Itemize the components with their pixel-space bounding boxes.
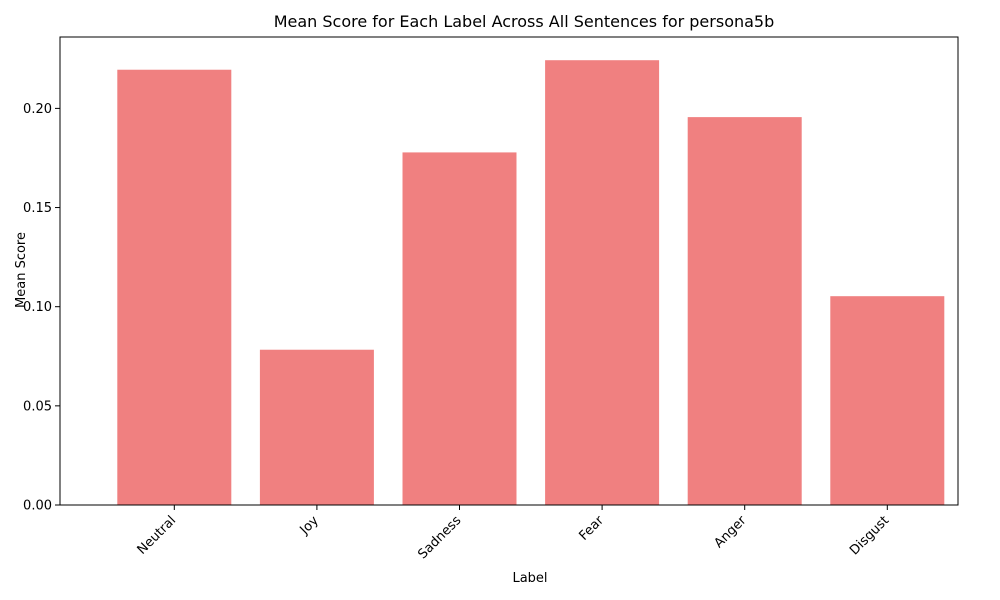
x-tick-label: Fear <box>576 513 607 544</box>
x-tick-label: Disgust <box>847 513 892 558</box>
bar-disgust <box>830 296 945 505</box>
x-tick-label: Anger <box>712 513 750 551</box>
plot-frame <box>59 36 959 506</box>
x-tick-label: Neutral <box>135 513 180 558</box>
bar-anger <box>687 117 802 505</box>
y-tick-label: 0.05 <box>23 399 52 414</box>
y-axis-label: Mean Score <box>14 232 29 308</box>
x-axis-label: Label <box>512 571 547 586</box>
bar-sadness <box>402 152 517 505</box>
bar-joy <box>259 349 374 505</box>
y-tick-label: 0.20 <box>23 102 52 117</box>
y-axis-ticks: 0.00 0.05 0.10 0.15 0.20 <box>23 102 60 514</box>
y-tick-label: 0.00 <box>23 499 52 514</box>
bar-fear <box>545 60 660 506</box>
y-tick-label: 0.15 <box>23 201 52 216</box>
x-tick-label: Sadness <box>415 513 464 562</box>
x-tick-label: Joy <box>297 513 322 538</box>
y-tick-label: 0.10 <box>23 300 52 315</box>
chart-title: Mean Score for Each Label Across All Sen… <box>274 12 775 31</box>
bar-neutral <box>117 69 232 505</box>
bars-group <box>117 60 945 506</box>
x-axis-ticks: Neutral Joy Sadness Fear Anger Disgust <box>135 505 892 562</box>
